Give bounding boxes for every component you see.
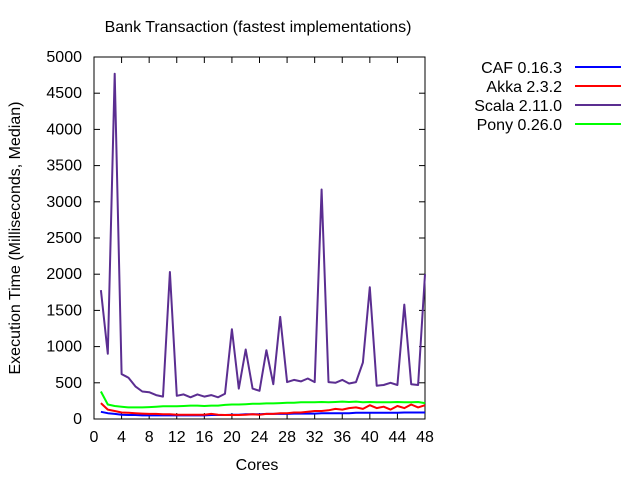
y-tick-label: 2000 [46, 266, 82, 283]
x-tick-label: 44 [389, 429, 407, 446]
y-tick-label: 3500 [46, 158, 82, 175]
x-tick-label: 32 [306, 429, 324, 446]
y-tick-label: 1500 [46, 302, 82, 319]
y-tick-label: 1000 [46, 339, 82, 356]
y-tick-label: 3000 [46, 194, 82, 211]
y-tick-label: 4500 [46, 85, 82, 102]
x-tick-label: 20 [223, 429, 241, 446]
x-tick-label: 36 [333, 429, 351, 446]
x-axis-label: Cores [236, 457, 279, 474]
y-tick-label: 5000 [46, 49, 82, 66]
y-tick-label: 2500 [46, 230, 82, 247]
series-lines [99, 72, 426, 417]
legend-label-caf: CAF 0.16.3 [481, 60, 562, 77]
y-axis: 0 500 1000 1500 2000 2500 3000 3500 4000 4500 5000 [46, 49, 425, 428]
y-tick-label: 0 [73, 411, 82, 428]
legend-label-pony: Pony 0.26.0 [477, 117, 563, 134]
series-line-akka [100, 402, 426, 416]
y-tick-label: 4000 [46, 121, 82, 138]
x-tick-label: 12 [168, 429, 186, 446]
legend-label-akka: Akka 2.3.2 [486, 79, 562, 96]
x-tick-label: 40 [361, 429, 379, 446]
y-axis-label: Execution Time (Milliseconds, Median) [7, 102, 24, 375]
y-tick-label: 500 [55, 375, 82, 392]
x-tick-label: 8 [145, 429, 154, 446]
x-tick-label: 28 [278, 429, 296, 446]
x-tick-label: 4 [117, 429, 126, 446]
chart-title: Bank Transaction (fastest implementation… [105, 19, 412, 36]
series-line-pony [100, 391, 426, 409]
series-line-scala [99, 72, 426, 399]
x-tick-label: 16 [195, 429, 213, 446]
x-tick-label: 0 [90, 429, 99, 446]
x-tick-label: 24 [251, 429, 269, 446]
legend: CAF 0.16.3 Akka 2.3.2 Scala 2.11.0 Pony 0.2… [474, 60, 621, 134]
x-axis: 0 4 8 12 16 20 24 28 32 36 40 44 48 [90, 57, 434, 446]
x-tick-label: 48 [416, 429, 434, 446]
legend-label-scala: Scala 2.11.0 [474, 98, 562, 115]
